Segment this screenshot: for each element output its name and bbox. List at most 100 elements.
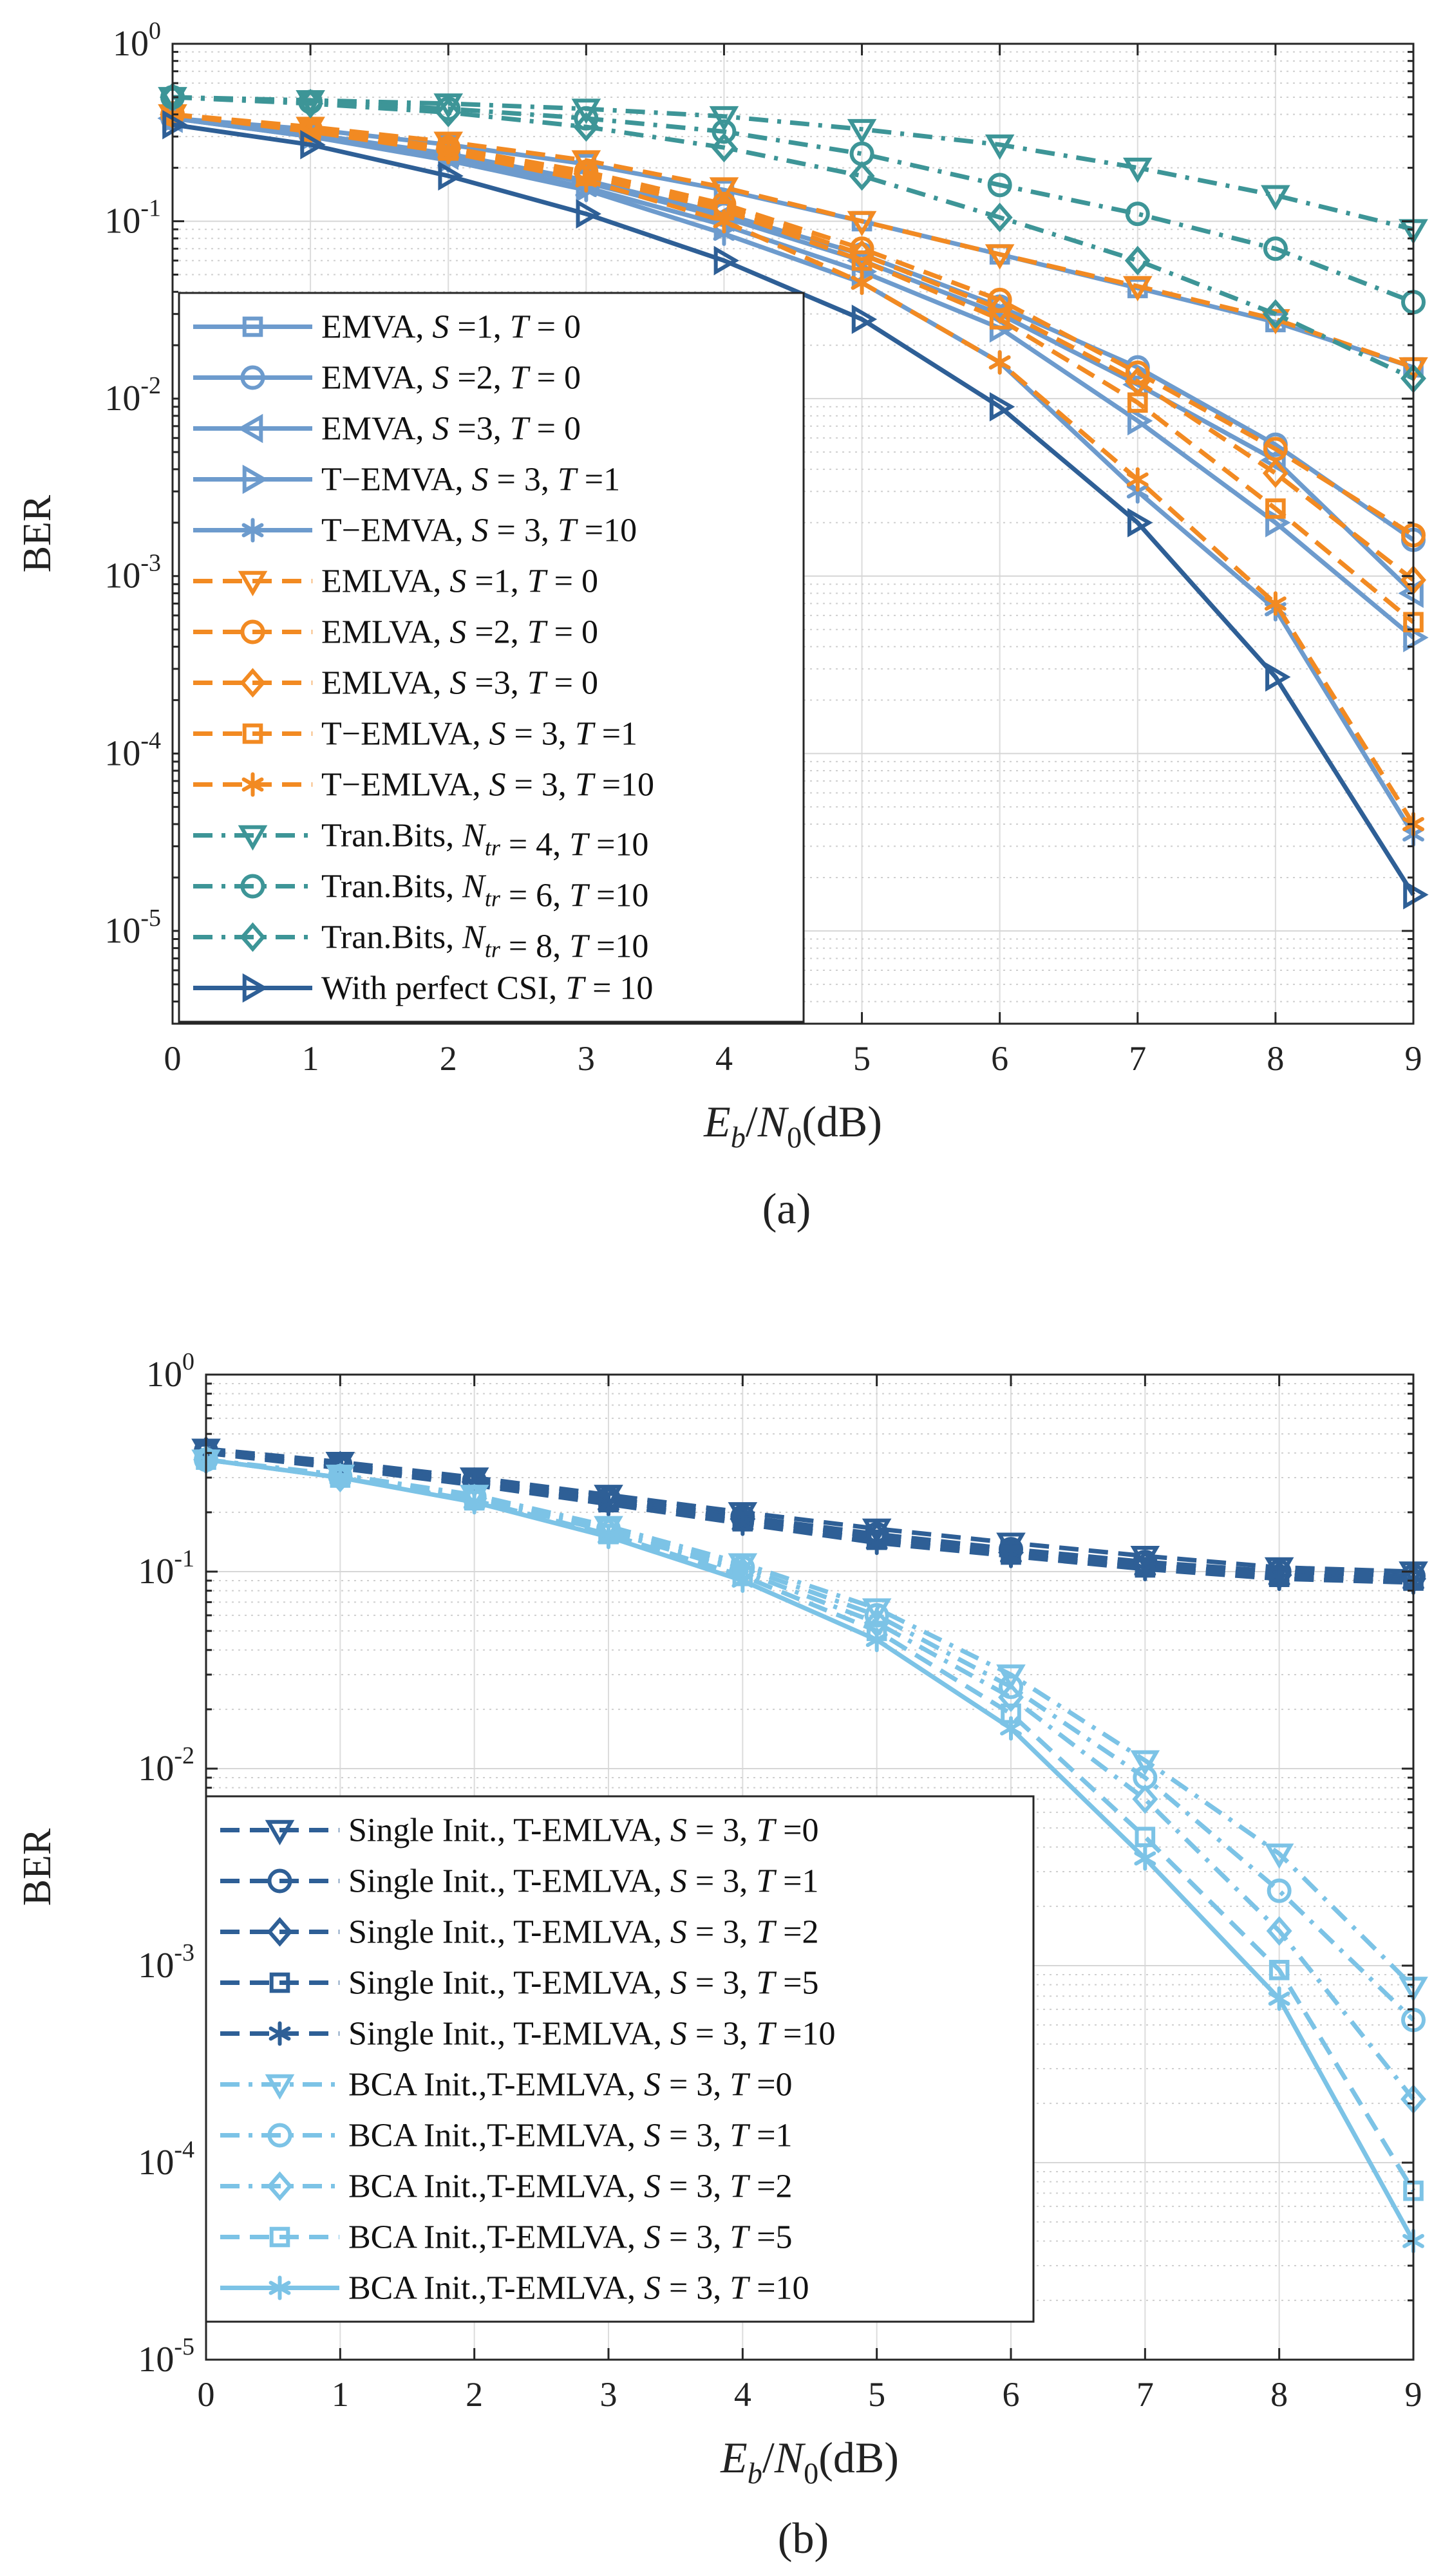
- y-tick-label: 10-5: [104, 905, 161, 951]
- data-point: [1268, 1960, 1290, 1980]
- data-point: [1000, 1716, 1022, 1741]
- data-point: [731, 1568, 754, 1594]
- x-tick-label: 9: [1405, 1039, 1422, 1078]
- x-tick-label: 4: [715, 1039, 733, 1078]
- legend-label: EMVA, S =1, T = 0: [321, 309, 581, 346]
- series-line: [205, 1457, 1415, 1989]
- x-axis-label: Eb/N0(dB): [720, 2433, 899, 2490]
- data-point: [1265, 662, 1291, 692]
- y-tick-label: 10-2: [138, 1742, 194, 1789]
- data-point: [576, 199, 601, 229]
- series-line: [205, 1457, 1416, 2242]
- series-line: [172, 116, 1415, 836]
- data-point: [1122, 276, 1153, 302]
- series-line: [172, 95, 1415, 305]
- data-point: [1124, 245, 1151, 276]
- data-point: [1263, 236, 1288, 261]
- data-point: [849, 161, 875, 191]
- legend: Single Init., T-EMLVA, S = 3, T =0 Single…: [205, 1795, 1035, 2323]
- x-tick-label: 7: [1136, 2375, 1154, 2414]
- legend: EMVA, S =1, T = 0 EMVA, S =2, T = 0 EMVA, …: [178, 292, 805, 1023]
- y-axis-label: BER: [15, 1828, 59, 1906]
- data-point: [297, 88, 324, 118]
- legend-entry-bca-init-t-emlva-s-3-t-2: BCA Init.,T-EMLVA, S = 3, T =2: [220, 2168, 793, 2205]
- subplot-caption: (a): [762, 1184, 811, 1233]
- series-line: [205, 1457, 1415, 2192]
- series-line: [172, 112, 1415, 370]
- data-point: [713, 209, 735, 234]
- y-tick-label: 10-3: [104, 550, 161, 596]
- legend-label: With perfect CSI, T = 10: [321, 970, 653, 1007]
- legend-label: EMLVA, S =1, T = 0: [321, 563, 598, 600]
- legend-label: EMLVA, S =3, T = 0: [321, 665, 598, 702]
- data-point: [985, 134, 1015, 160]
- series-line: [172, 95, 1415, 381]
- legend-entry-emva-s-1-t-0: EMVA, S =1, T = 0: [193, 309, 581, 346]
- series-with-perfect-csi-t-10: [162, 109, 1429, 910]
- x-tick-label: 8: [1267, 1039, 1284, 1078]
- axes-box: [171, 42, 1415, 1025]
- data-point: [300, 129, 326, 160]
- data-point: [987, 173, 1012, 198]
- legend-label: Single Init., T-EMLVA, S = 3, T =2: [348, 1914, 818, 1951]
- x-tick-label: 2: [440, 1039, 457, 1078]
- y-tick-label: 10-2: [104, 372, 161, 418]
- data-point: [713, 245, 740, 276]
- data-point: [851, 250, 872, 271]
- legend-entry-bca-init-t-emlva-s-3-t-1: BCA Init.,T-EMLVA, S = 3, T =1: [220, 2118, 793, 2154]
- x-tick-label: 3: [600, 2375, 618, 2414]
- legend-entry-single-init-t-emlva-s-3-t-1: Single Init., T-EMLVA, S = 3, T =1: [220, 1863, 818, 1900]
- data-point: [1134, 1557, 1156, 1582]
- data-point: [989, 391, 1015, 422]
- legend-entry-emlva-s-2-t-0: EMLVA, S =2, T = 0: [193, 614, 598, 651]
- series-line: [205, 1449, 1414, 1579]
- x-tick-label: 5: [853, 1039, 871, 1078]
- data-point: [709, 177, 739, 203]
- series-line: [205, 1457, 1415, 2022]
- data-point: [598, 1492, 619, 1517]
- x-tick-label: 9: [1405, 2375, 1422, 2414]
- data-point: [1261, 185, 1290, 211]
- data-point: [329, 1465, 352, 1490]
- data-point: [998, 1682, 1024, 1713]
- legend-label: EMLVA, S =2, T = 0: [321, 614, 598, 651]
- data-point: [438, 161, 464, 191]
- legend-entry-tran-bits-n-tr-4-t-10: Tran.Bits, Ntr = 4, T =10: [193, 818, 648, 863]
- data-point: [1127, 507, 1153, 538]
- data-point: [1264, 591, 1287, 616]
- legend-entry-bca-init-t-emlva-s-3-t-5: BCA Init.,T-EMLVA, S = 3, T =5: [220, 2219, 793, 2256]
- legend-entry-t-emva-s-3-t-1: T−EMVA, S = 3, T =1: [193, 462, 620, 498]
- data-point: [711, 133, 737, 163]
- series-line: [172, 122, 1415, 896]
- legend-label: T−EMLVA, S = 3, T =1: [321, 716, 637, 753]
- data-point: [864, 1603, 889, 1628]
- x-tick-label: 5: [868, 2375, 885, 2414]
- data-point: [1132, 1784, 1158, 1814]
- data-point: [1127, 406, 1153, 436]
- data-point: [847, 211, 877, 237]
- series-tran-bits-n-tr-8-t-10: [160, 82, 1426, 393]
- data-point: [851, 270, 873, 296]
- legend-entry-emlva-s-1-t-0: EMLVA, S =1, T = 0: [193, 563, 598, 600]
- legend-label: Single Init., T-EMLVA, S = 3, T =10: [348, 2016, 835, 2053]
- legend-label: Single Init., T-EMLVA, S = 3, T =5: [348, 1965, 818, 2002]
- subplot-caption: (b): [778, 2514, 829, 2562]
- y-axis-label: BER: [15, 494, 59, 572]
- data-point: [847, 118, 877, 145]
- legend-entry-bca-init-t-emlva-s-3-t-0: BCA Init.,T-EMLVA, S = 3, T =0: [220, 2067, 793, 2103]
- x-tick-label: 1: [332, 2375, 349, 2414]
- y-tick-label: 10-4: [104, 727, 161, 773]
- data-point: [986, 202, 1013, 232]
- legend-entry-with-perfect-csi-t-10: With perfect CSI, T = 10: [193, 970, 653, 1007]
- data-point: [1126, 467, 1149, 492]
- legend-label: BCA Init.,T-EMLVA, S = 3, T =1: [348, 2118, 793, 2154]
- data-point: [1135, 1827, 1156, 1847]
- legend-entry-single-init-t-emlva-s-3-t-0: Single Init., T-EMLVA, S = 3, T =0: [220, 1812, 818, 1849]
- data-point: [463, 1490, 486, 1515]
- subplot-a: 0 1 2 3 4 5 6 7 8 9 100 10-1 10-2 10-3 10-4 10-5 BER Eb/N…: [15, 17, 1429, 1233]
- y-tick-label: 10-5: [138, 2333, 194, 2380]
- series-line: [205, 1451, 1414, 1585]
- legend-entry-t-emva-s-3-t-10: T−EMVA, S = 3, T =10: [193, 512, 637, 549]
- series-line: [172, 112, 1415, 825]
